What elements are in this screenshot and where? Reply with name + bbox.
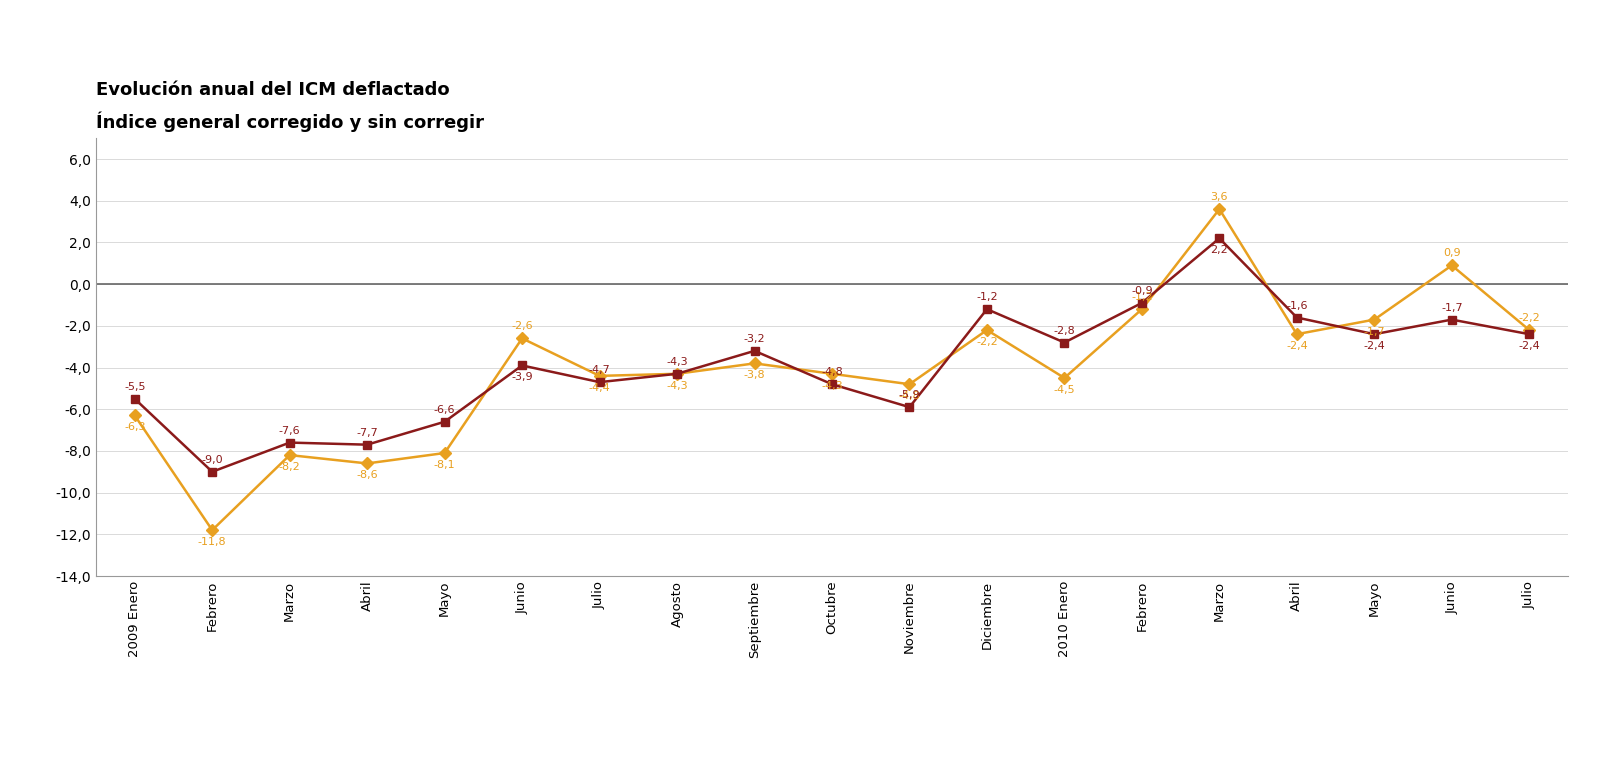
Text: -2,6: -2,6 [512,322,533,332]
Sin corregir [1133,305,1152,314]
Text: -2,8: -2,8 [1053,326,1075,336]
Sin corregir [978,326,997,335]
Corregido [746,346,765,356]
Text: -8,2: -8,2 [278,462,301,472]
Sin corregir [203,525,222,535]
Text: -2,4: -2,4 [1286,341,1307,351]
Sin corregir [125,411,144,420]
Corregido [1054,338,1074,347]
Corregido [1442,315,1461,324]
Sin corregir [1365,315,1384,324]
Corregido [280,438,299,447]
Corregido [978,305,997,314]
Sin corregir [1288,329,1307,339]
Corregido [1520,329,1539,339]
Text: 0,9: 0,9 [1443,249,1461,259]
Corregido [899,402,918,412]
Sin corregir [899,379,918,389]
Text: -9,0: -9,0 [202,455,222,465]
Corregido [512,361,531,370]
Text: 3,6: 3,6 [1211,192,1229,202]
Corregido [435,417,454,426]
Corregido [357,440,376,449]
Sin corregir [822,369,842,379]
Sin corregir [512,334,531,343]
Text: -8,1: -8,1 [434,460,456,470]
Corregido [822,379,842,389]
Text: -7,6: -7,6 [278,425,301,435]
Corregido [1365,329,1384,339]
Corregido [1133,298,1152,307]
Text: -2,4: -2,4 [1518,341,1541,351]
Sin corregir [590,371,610,380]
Text: -2,4: -2,4 [1363,341,1386,351]
Text: -1,7: -1,7 [1363,326,1386,336]
Text: -3,9: -3,9 [512,372,533,382]
Text: -5,5: -5,5 [123,382,146,392]
Corregido [203,467,222,476]
Text: -2,2: -2,2 [976,337,998,347]
Text: -6,6: -6,6 [434,405,456,415]
Sin corregir [667,369,686,379]
Text: -4,7: -4,7 [589,366,611,376]
Sin corregir [1520,326,1539,335]
Text: -7,7: -7,7 [357,428,378,438]
Text: -4,8: -4,8 [899,391,920,401]
Text: -5,9: -5,9 [899,390,920,400]
Text: -0,9: -0,9 [1131,286,1152,296]
Text: -4,4: -4,4 [589,382,611,392]
Text: -1,2: -1,2 [976,293,998,303]
Text: -1,6: -1,6 [1286,300,1307,310]
Sin corregir [746,359,765,368]
Text: -1,7: -1,7 [1442,303,1462,313]
Sin corregir [1442,261,1461,270]
Corregido [1288,313,1307,322]
Text: Evolución anual del ICM deflactado: Evolución anual del ICM deflactado [96,81,450,99]
Sin corregir [1210,204,1229,214]
Line: Corregido: Corregido [131,234,1533,476]
Text: -1,2: -1,2 [1131,293,1152,303]
Text: -2,2: -2,2 [1518,313,1541,323]
Text: Índice general corregido y sin corregir: Índice general corregido y sin corregir [96,112,483,132]
Corregido [590,378,610,387]
Text: 2,2: 2,2 [1211,245,1229,255]
Text: -4,5: -4,5 [1054,385,1075,395]
Text: -3,2: -3,2 [744,334,765,344]
Corregido [125,394,144,403]
Line: Sin corregir: Sin corregir [131,205,1533,535]
Corregido [1210,233,1229,243]
Text: -3,8: -3,8 [744,370,765,380]
Text: -4,3: -4,3 [666,357,688,367]
Sin corregir [1054,373,1074,382]
Text: -4,8: -4,8 [821,367,843,377]
Text: -11,8: -11,8 [198,537,227,547]
Text: -8,6: -8,6 [357,470,378,480]
Sin corregir [280,451,299,460]
Text: -4,3: -4,3 [821,381,843,391]
Corregido [667,369,686,379]
Sin corregir [357,458,376,468]
Sin corregir [435,449,454,458]
Text: -4,3: -4,3 [666,381,688,391]
Text: -6,3: -6,3 [123,422,146,432]
